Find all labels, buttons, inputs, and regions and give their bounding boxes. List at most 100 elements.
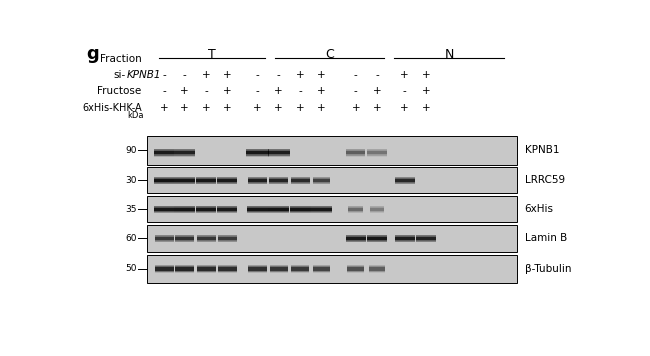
Bar	[268, 208, 289, 210]
Bar	[290, 208, 311, 211]
Bar	[346, 235, 366, 242]
Bar	[348, 208, 363, 210]
Bar	[369, 265, 385, 272]
Bar	[175, 265, 194, 273]
Bar	[247, 208, 268, 210]
Bar	[248, 179, 267, 182]
Bar	[347, 266, 365, 272]
Bar	[174, 178, 194, 183]
Text: +: +	[400, 70, 409, 80]
Bar	[246, 151, 268, 155]
Bar	[291, 267, 309, 270]
Bar	[154, 150, 174, 156]
Bar	[268, 151, 290, 155]
Bar	[346, 150, 365, 155]
Bar	[196, 267, 216, 271]
Bar	[347, 267, 365, 271]
Text: -: -	[298, 86, 302, 96]
Bar	[348, 207, 363, 211]
Bar	[155, 236, 174, 241]
Bar	[291, 266, 309, 272]
Text: -: -	[204, 86, 208, 96]
Bar	[154, 207, 174, 211]
Bar	[246, 150, 268, 155]
Bar	[269, 179, 289, 182]
Bar	[217, 208, 237, 211]
Bar	[218, 266, 237, 272]
Bar	[367, 150, 387, 156]
Bar	[290, 207, 311, 212]
Bar	[174, 179, 194, 182]
Bar	[268, 208, 289, 211]
Bar	[196, 267, 216, 271]
Bar	[268, 208, 289, 211]
Bar	[154, 208, 174, 211]
Bar	[369, 265, 385, 273]
Bar	[175, 236, 194, 241]
Bar	[196, 237, 216, 240]
Bar	[248, 266, 266, 272]
Bar	[155, 235, 174, 242]
Text: 6xHis: 6xHis	[525, 204, 554, 214]
Bar	[416, 236, 436, 241]
Bar	[154, 150, 174, 155]
Bar	[248, 268, 266, 270]
Bar	[291, 267, 309, 271]
Bar	[348, 206, 363, 212]
Text: +: +	[422, 70, 431, 80]
Bar	[246, 150, 268, 156]
Bar	[291, 267, 309, 271]
Bar	[154, 151, 174, 154]
Bar	[248, 178, 267, 183]
Bar	[268, 149, 290, 156]
Bar	[291, 265, 309, 272]
Bar	[346, 151, 365, 154]
Bar	[154, 148, 174, 157]
Bar	[196, 235, 216, 241]
Bar	[291, 267, 309, 271]
Bar	[196, 177, 216, 184]
Bar	[196, 267, 216, 271]
Bar	[395, 236, 415, 241]
Bar	[174, 179, 194, 182]
Text: T: T	[209, 48, 216, 61]
Bar	[268, 151, 290, 155]
Bar	[175, 237, 194, 240]
Bar	[155, 267, 174, 271]
Bar	[154, 151, 174, 154]
Text: +: +	[422, 86, 431, 96]
Bar	[395, 236, 415, 241]
Bar	[291, 267, 309, 271]
Bar	[247, 208, 268, 210]
Bar	[291, 265, 309, 273]
Bar	[155, 267, 174, 271]
Bar	[313, 179, 330, 182]
Bar	[154, 177, 174, 184]
Bar	[196, 178, 216, 183]
Bar	[217, 208, 237, 210]
Bar	[154, 206, 174, 213]
Bar	[174, 150, 194, 155]
Bar	[154, 178, 174, 183]
Bar	[217, 178, 237, 183]
Bar	[218, 265, 237, 273]
Bar	[395, 236, 415, 241]
Bar	[196, 179, 216, 182]
Bar	[290, 206, 311, 213]
Text: g: g	[86, 46, 99, 63]
Bar	[196, 179, 216, 182]
Bar	[248, 179, 267, 182]
Bar	[269, 178, 289, 183]
Bar	[174, 206, 194, 213]
Bar	[346, 237, 366, 240]
Bar	[313, 267, 330, 271]
Bar	[218, 237, 237, 240]
Bar	[347, 267, 365, 271]
Bar	[174, 150, 194, 155]
Bar	[247, 206, 268, 212]
Bar	[395, 237, 415, 240]
Bar	[247, 208, 268, 211]
Bar	[196, 207, 216, 211]
Bar	[291, 266, 309, 272]
Bar	[218, 235, 237, 242]
